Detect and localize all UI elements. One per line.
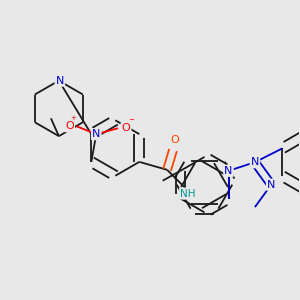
Text: N: N [267,180,275,190]
Text: N: N [92,129,100,139]
Text: N: N [56,76,64,85]
Text: N: N [251,157,259,167]
Text: O: O [65,121,74,131]
Text: −: − [128,117,134,123]
Text: NH: NH [180,189,196,199]
Text: O: O [171,135,179,145]
Text: +: + [70,115,76,121]
Text: O: O [122,123,130,133]
Text: N: N [224,166,233,176]
